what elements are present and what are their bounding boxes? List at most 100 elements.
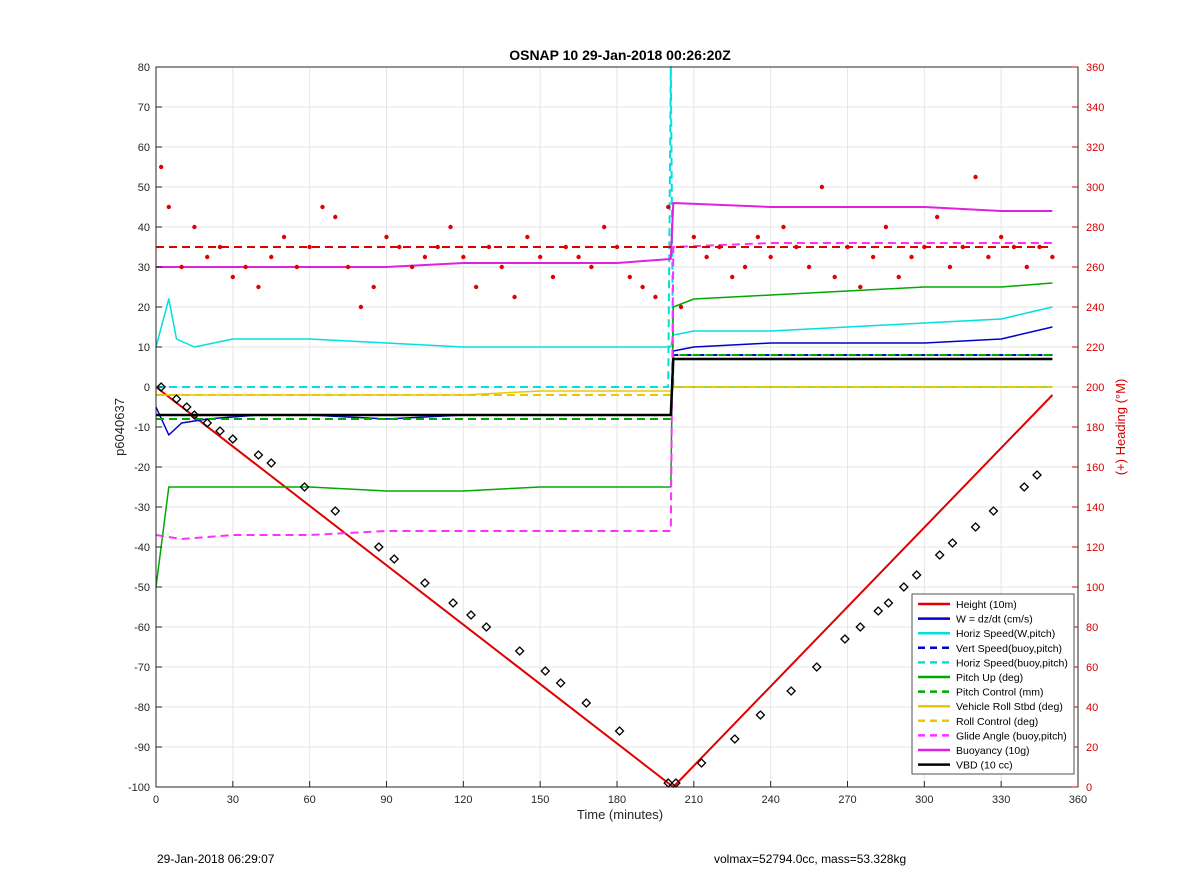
- y2-tick-label: 220: [1086, 342, 1104, 354]
- legend-label-11: VBD (10 cc): [956, 760, 1013, 772]
- legend-label-2: Horiz Speed(W,pitch): [956, 628, 1055, 640]
- heading-dot: [986, 254, 991, 260]
- height-marker: [540, 666, 551, 676]
- x-tick-label: 180: [608, 794, 626, 806]
- legend: Height (10m) W = dz/dt (cm/s) Horiz Speed(…: [911, 593, 1075, 775]
- footer-volmax-mass: volmax=52794.0cc, mass=53.328kg: [714, 852, 907, 866]
- y2-tick-label: 200: [1086, 382, 1104, 394]
- y-tick-label: -30: [134, 502, 150, 514]
- x-axis: 0 30 60 90 120 150 180 210 240 270 300 330 360: [153, 781, 1087, 806]
- y2-tick-label: 120: [1086, 542, 1104, 554]
- heading-dots: [156, 164, 1055, 310]
- heading-dot: [589, 264, 594, 270]
- y2-tick-label: 180: [1086, 422, 1104, 434]
- heading-dot: [422, 254, 428, 260]
- heading-dot: [922, 244, 927, 250]
- height-markers: [156, 382, 1042, 788]
- heading-dot: [550, 274, 556, 280]
- series-line-5: [155, 282, 1053, 588]
- heading-dot: [768, 254, 773, 260]
- heading-dot: [307, 244, 312, 250]
- y-axis-label: p6040637: [112, 398, 127, 456]
- legend-label-4: Horiz Speed(buoy,pitch): [956, 657, 1068, 669]
- heading-dot: [320, 204, 325, 210]
- height-marker: [299, 482, 310, 492]
- height-marker: [873, 606, 884, 616]
- heading-dot: [1037, 244, 1042, 250]
- height-marker: [934, 550, 945, 560]
- height-marker: [947, 538, 958, 548]
- chart-title: OSNAP 10 29-Jan-2018 00:26:20Z: [509, 47, 731, 63]
- y2-tick-label: 320: [1086, 142, 1104, 154]
- series-layer: [155, 66, 1054, 788]
- y2-tick-label: 260: [1086, 262, 1104, 274]
- heading-dot: [192, 224, 197, 230]
- y-tick-label: 0: [144, 382, 150, 394]
- heading-dot: [614, 244, 620, 250]
- heading-dot: [179, 264, 184, 270]
- heading-dot: [755, 234, 761, 240]
- heading-dot: [909, 254, 914, 260]
- heading-dot: [870, 254, 876, 260]
- heading-dot: [845, 244, 850, 250]
- legend-label-8: Roll Control (deg): [956, 716, 1038, 728]
- heading-dot: [640, 284, 645, 290]
- x-tick-label: 330: [992, 794, 1010, 806]
- height-marker: [419, 578, 430, 588]
- heading-dot: [704, 254, 709, 260]
- legend-label-1: W = dz/dt (cm/s): [956, 614, 1033, 626]
- y-tick-label: 70: [138, 102, 150, 114]
- y-tick-label: 60: [138, 142, 150, 154]
- y2-tick-label: 20: [1086, 742, 1098, 754]
- heading-dot: [666, 204, 671, 210]
- height-marker: [1032, 470, 1042, 480]
- heading-dot: [358, 304, 364, 310]
- height-marker: [330, 506, 341, 516]
- heading-dot: [158, 164, 164, 170]
- heading-dot: [281, 234, 287, 240]
- y2-tick-label: 300: [1086, 182, 1104, 194]
- x-axis-label: Time (minutes): [577, 807, 663, 822]
- legend-label-0: Height (10m): [956, 599, 1017, 611]
- height-marker: [202, 418, 213, 428]
- height-marker: [855, 622, 866, 632]
- heading-dot: [576, 254, 581, 260]
- x-tick-label: 60: [304, 794, 316, 806]
- heading-dot: [858, 284, 863, 290]
- y-tick-label: -10: [134, 422, 150, 434]
- height-marker: [911, 570, 922, 580]
- heading-dot: [934, 214, 940, 220]
- y-tick-label: 30: [138, 262, 150, 274]
- y2-tick-label: 60: [1086, 662, 1098, 674]
- heading-dot: [960, 244, 965, 250]
- heading-dot: [806, 264, 812, 270]
- legend-label-9: Glide Angle (buoy,pitch): [956, 730, 1067, 742]
- x-tick-label: 0: [153, 794, 159, 806]
- heading-dot: [563, 244, 568, 250]
- x-tick-label: 120: [454, 794, 472, 806]
- height-marker: [755, 710, 766, 720]
- heading-dot: [435, 244, 440, 250]
- y-tick-label: 40: [138, 222, 150, 234]
- height-marker: [215, 426, 225, 436]
- heading-dot: [269, 254, 274, 260]
- y-tick-label: -90: [134, 742, 150, 754]
- heading-dot: [781, 224, 786, 230]
- heading-dot: [794, 244, 799, 250]
- heading-dot: [1050, 254, 1055, 260]
- heading-dot: [230, 274, 236, 280]
- heading-dot: [294, 264, 300, 270]
- y2-tick-label: 360: [1086, 62, 1104, 74]
- series-line-11: [156, 357, 1053, 417]
- y-tick-label: 50: [138, 182, 150, 194]
- heading-dot: [883, 224, 889, 230]
- heading-dot: [678, 304, 684, 310]
- legend-label-3: Vert Speed(buoy,pitch): [956, 643, 1062, 655]
- x-tick-label: 300: [915, 794, 933, 806]
- height-marker: [156, 382, 167, 392]
- legend-label-10: Buoyancy (10g): [956, 745, 1030, 757]
- height-marker: [181, 402, 192, 412]
- height-marker: [696, 758, 707, 768]
- x-tick-label: 90: [380, 794, 392, 806]
- height-marker: [171, 394, 182, 404]
